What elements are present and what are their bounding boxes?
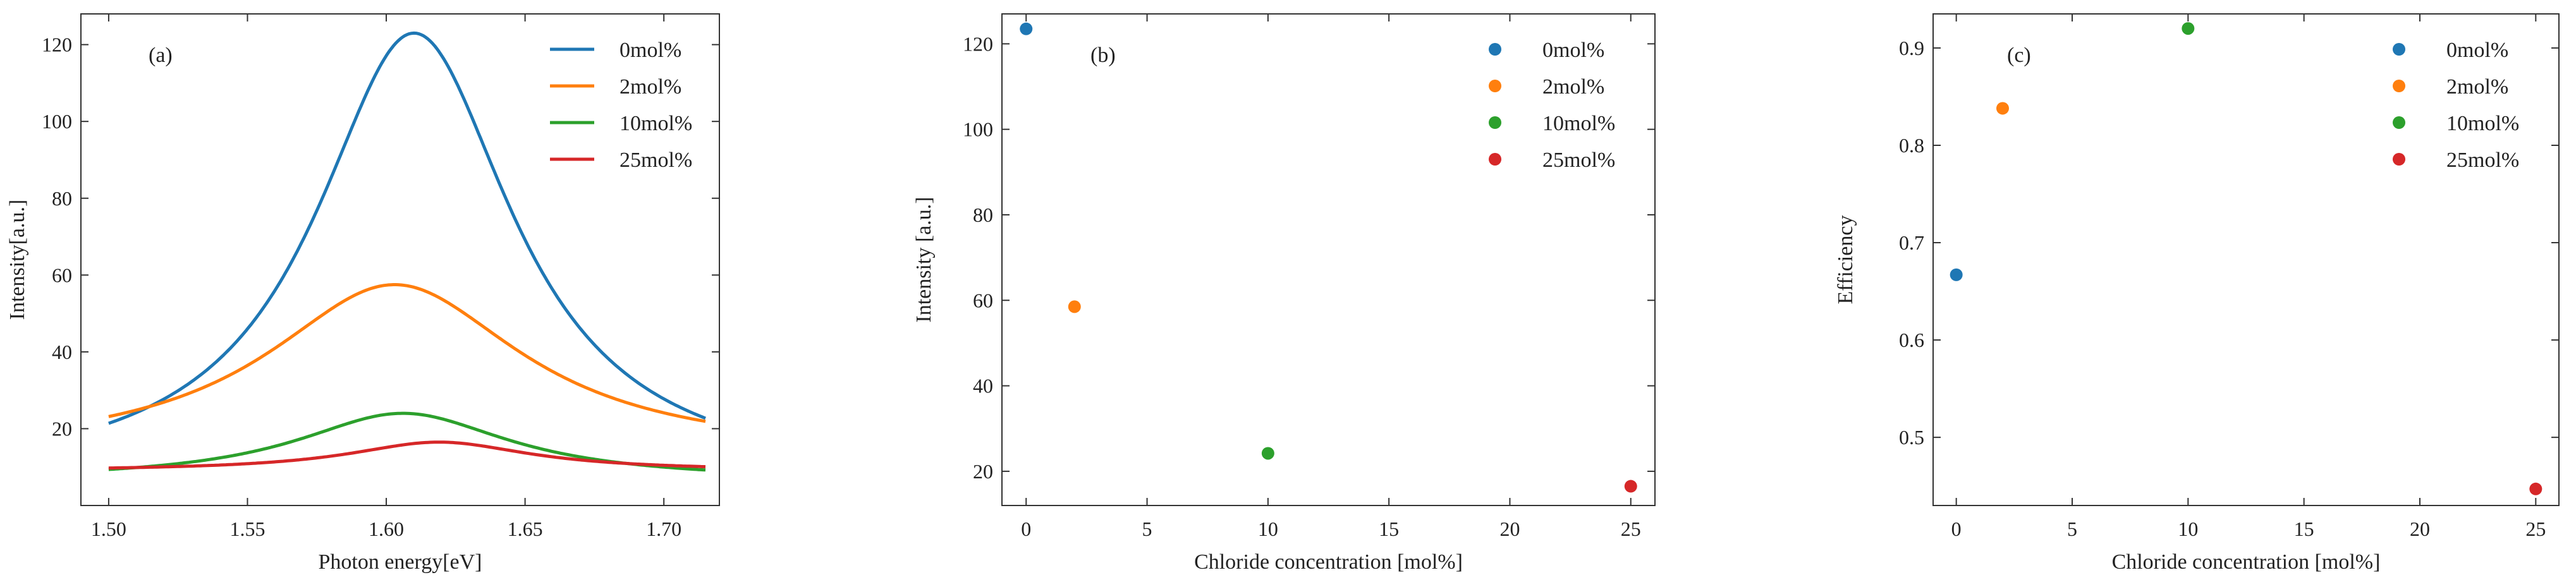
y-tick-label: 0.5	[1899, 426, 1924, 449]
panel-c-scatter-chart: 0 5 10 15 20 25 0.5 0.6 0.7 0.8 0.9 Chloride concen…	[1834, 13, 2560, 574]
data-point-10molpct	[1261, 447, 1274, 460]
legend-swatch-marker	[1489, 116, 1501, 129]
panel-label: (b)	[1090, 44, 1116, 67]
data-point-2molpct	[1996, 102, 2009, 115]
y-tick-label: 0.6	[1899, 329, 1924, 351]
legend-label: 25mol%	[1542, 148, 1615, 172]
data-point-10molpct	[2182, 22, 2195, 35]
y-tick-label: 40	[52, 341, 72, 363]
y-axis-title: Intensity[a.u.]	[6, 200, 29, 320]
x-tick-label: 0	[1951, 517, 1962, 540]
legend-label: 2mol%	[1542, 75, 1604, 99]
legend-label: 2mol%	[620, 75, 681, 99]
legend-label: 10mol%	[2446, 112, 2519, 135]
x-axis-title: Photon energy[eV]	[318, 550, 482, 574]
legend-label: 0mol%	[2446, 39, 2508, 62]
x-axis-title: Chloride concentration [mol%]	[2112, 550, 2381, 574]
data-point-2molpct	[1068, 300, 1081, 313]
legend-swatch-marker	[1489, 153, 1501, 166]
legend-swatch-marker	[1489, 80, 1501, 92]
plot-frame	[1932, 13, 2560, 506]
x-tick-label: 1.65	[508, 517, 543, 540]
legend-label: 2mol%	[2446, 75, 2508, 99]
y-tick-label: 100	[42, 110, 72, 133]
y-tick-label: 100	[963, 118, 993, 141]
series-line-2molpct	[108, 283, 706, 423]
y-tick-label: 60	[973, 289, 993, 312]
y-tick-label: 20	[973, 460, 993, 483]
y-tick-label: 80	[52, 187, 72, 210]
legend-label: 25mol%	[620, 148, 692, 172]
series-line-0molpct	[108, 31, 706, 425]
x-tick-label: 1.60	[369, 517, 404, 540]
data-point-25molpct	[2529, 482, 2542, 495]
x-tick-label: 5	[2067, 517, 2077, 540]
data-point-0molpct	[1020, 22, 1033, 35]
legend-label: 0mol%	[620, 39, 681, 62]
y-tick-label: 0.8	[1899, 134, 1924, 157]
x-tick-label: 1.55	[229, 517, 265, 540]
x-tick-label: 5	[1142, 517, 1152, 540]
panel-label: (a)	[149, 44, 173, 67]
x-tick-label: 20	[1499, 517, 1520, 540]
legend-swatch-marker	[2393, 153, 2405, 166]
y-tick-label: 0.9	[1899, 37, 1924, 59]
data-point-0molpct	[1950, 268, 1963, 281]
y-tick-label: 80	[973, 203, 993, 226]
x-tick-label: 10	[1258, 517, 1278, 540]
x-tick-label: 15	[2294, 517, 2314, 540]
plot-frame	[1001, 13, 1656, 506]
y-tick-label: 60	[52, 263, 72, 286]
data-point-25molpct	[1624, 480, 1637, 493]
y-tick-label: 40	[973, 375, 993, 397]
x-tick-label: 0	[1021, 517, 1031, 540]
x-tick-label: 25	[2525, 517, 2546, 540]
series-line-25molpct	[108, 440, 706, 470]
x-tick-label: 25	[1621, 517, 1641, 540]
legend-swatch-marker	[2393, 80, 2405, 92]
panel-a-line-chart: 1.50 1.55 1.60 1.65 1.70 20 40 60 80 100 120 Photon…	[6, 13, 720, 574]
x-tick-label: 10	[2178, 517, 2198, 540]
legend-swatch-marker	[2393, 116, 2405, 129]
plot-frame	[80, 13, 720, 506]
x-tick-label: 1.70	[646, 517, 681, 540]
legend-swatch-marker	[1489, 43, 1501, 56]
y-tick-label: 0.7	[1899, 231, 1924, 254]
x-tick-label: 15	[1379, 517, 1399, 540]
panel-label: (c)	[2007, 44, 2031, 67]
y-axis-title: Efficiency	[1834, 215, 1857, 305]
x-tick-label: 20	[2410, 517, 2430, 540]
x-axis-title: Chloride concentration [mol%]	[1194, 550, 1463, 574]
legend-label: 0mol%	[1542, 39, 1604, 62]
y-tick-label: 120	[963, 32, 993, 55]
y-tick-label: 120	[42, 33, 72, 56]
x-tick-label: 1.50	[91, 517, 126, 540]
legend-label: 10mol%	[620, 112, 692, 135]
panel-b-scatter-chart: 0 5 10 15 20 25 20 40 60 80 100 120 Chloride concent…	[912, 13, 1656, 574]
legend-label: 25mol%	[2446, 148, 2519, 172]
legend-swatch-marker	[2393, 43, 2405, 56]
y-axis-title: Intensity [a.u.]	[912, 197, 936, 322]
legend-label: 10mol%	[1542, 112, 1615, 135]
y-tick-label: 20	[52, 417, 72, 440]
